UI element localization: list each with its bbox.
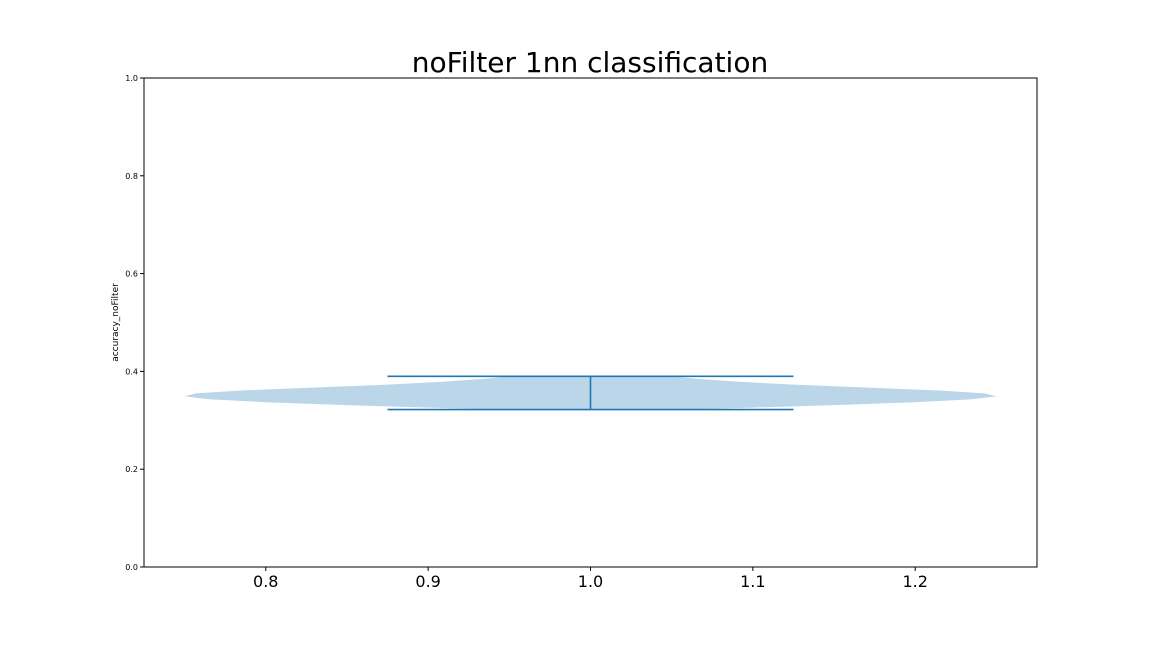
x-tick-label: 1.0 <box>578 572 603 591</box>
y-tick-label: 0.6 <box>125 270 138 279</box>
axes-frame <box>143 77 1038 568</box>
y-tick-label: 0.0 <box>125 563 138 572</box>
chart-title: noFilter 1nn classification <box>412 46 768 79</box>
x-tick-label: 1.2 <box>903 572 928 591</box>
y-tick-label: 0.2 <box>125 465 138 474</box>
x-tick-label: 0.9 <box>415 572 440 591</box>
y-tick-label: 0.8 <box>125 172 138 181</box>
x-tick-label: 0.8 <box>253 572 278 591</box>
y-axis-label: accuracy_noFilter <box>111 283 121 362</box>
y-tick-label: 0.4 <box>125 367 138 376</box>
x-axis: 0.8 0.9 1.0 1.1 1.2 <box>253 567 928 591</box>
y-tick-label: 1.0 <box>125 74 138 83</box>
y-axis: 0.0 0.2 0.4 0.6 0.8 1.0 <box>125 74 144 572</box>
plot-area <box>184 375 997 411</box>
x-tick-label: 1.1 <box>740 572 765 591</box>
